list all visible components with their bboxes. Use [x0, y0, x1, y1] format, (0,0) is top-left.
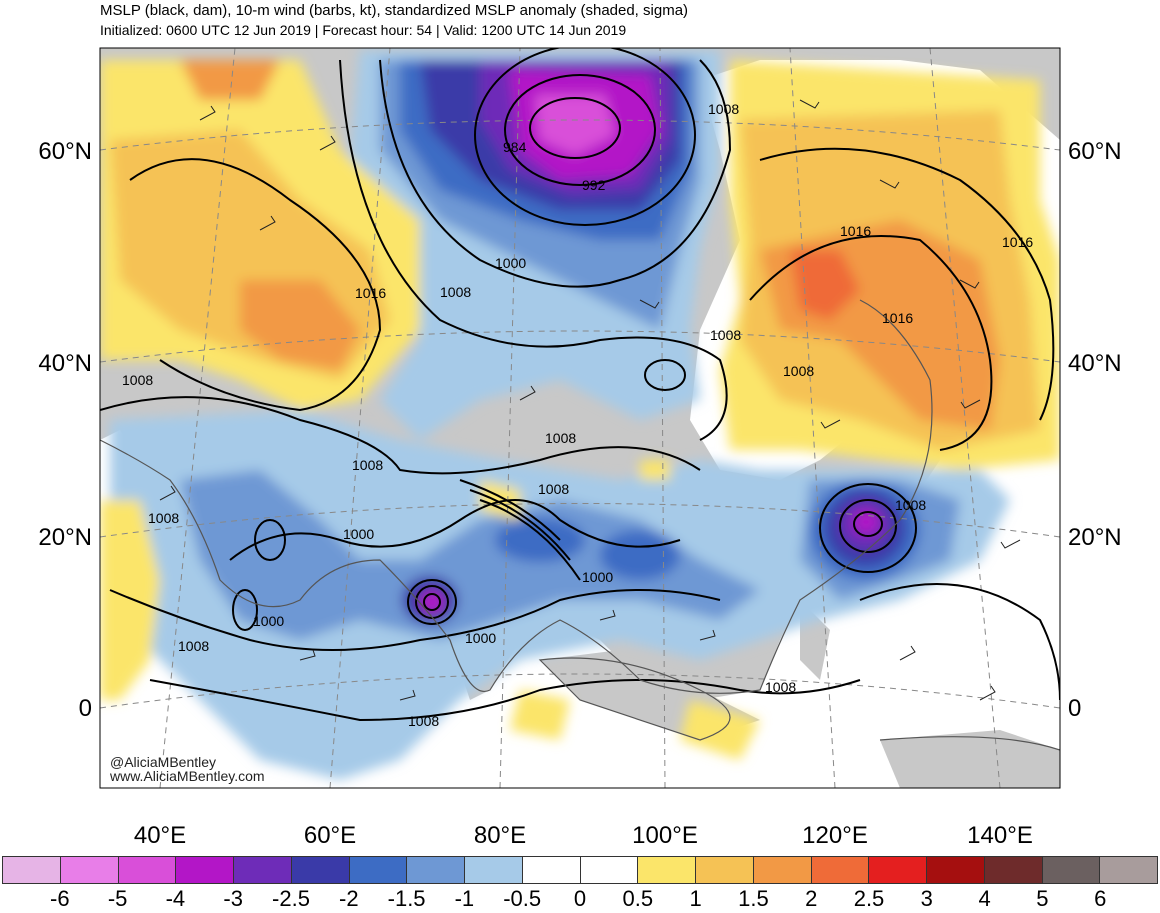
colorbar-box — [869, 857, 927, 883]
colorbar-tick-label: 2.5 — [853, 886, 885, 911]
contour-label-group: 1008 984 992 1000 1016 1008 1016 1008 10… — [122, 101, 1033, 729]
colorbar-box — [522, 857, 581, 883]
credit-site: www.AliciaMBentley.com — [110, 768, 265, 784]
colorbar-tick-label: -2 — [339, 886, 359, 911]
colorbar-box — [811, 857, 870, 883]
lat-label-right: 20°N — [1068, 524, 1122, 551]
lat-label-right: 40°N — [1068, 350, 1122, 377]
colorbar-box — [465, 857, 523, 883]
lon-label: 60°E — [303, 822, 357, 849]
contour-label: 1008 — [440, 284, 471, 300]
contour-label: 1016 — [355, 285, 386, 301]
contour-label: 1008 — [352, 457, 383, 473]
colorbar-tick-label: -0.5 — [503, 886, 542, 911]
contour-label: 1008 — [122, 372, 153, 388]
contour-label: 1008 — [895, 497, 926, 513]
colorbar-box — [927, 857, 985, 883]
contour-label: 1008 — [538, 481, 569, 497]
lat-label-left: 40°N — [38, 350, 92, 377]
wind-barbs — [159, 99, 1021, 701]
lon-label: 140°E — [967, 822, 1033, 849]
contour-label: 1008 — [178, 638, 209, 654]
contour-label: 1000 — [253, 613, 284, 629]
contour-label: 1016 — [1002, 234, 1033, 250]
colorbar-box — [3, 857, 61, 883]
contour-label: 1008 — [708, 101, 739, 117]
lon-label: 120°E — [802, 822, 868, 849]
colorbar-tick-label: 6 — [1094, 886, 1107, 911]
colorbar-box — [60, 857, 119, 883]
colorbar-box — [580, 857, 639, 883]
contour-label: 1008 — [710, 327, 741, 343]
colorbar-tick-label: 0 — [573, 886, 587, 911]
colorbar-tick-label: -6 — [50, 886, 70, 911]
colorbar-box — [753, 857, 812, 883]
contour-label: 1000 — [495, 255, 526, 271]
colorbar-tick-label: -1.5 — [387, 886, 426, 911]
colorbar-tick-label: -2.5 — [272, 886, 310, 911]
colorbar-tick-label: 3 — [920, 886, 933, 911]
colorbar-box — [638, 857, 696, 883]
colorbar-box — [1100, 857, 1157, 883]
coastlines — [100, 299, 1060, 751]
colorbar-box — [407, 857, 465, 883]
colorbar-box — [696, 857, 754, 883]
contour-label: 1016 — [882, 310, 913, 326]
lat-label-left: 0 — [78, 695, 92, 722]
anomaly-shading — [100, 50, 1060, 780]
colorbar-tick-label: 5 — [1036, 886, 1049, 911]
credit-handle: @AliciaMBentley — [110, 754, 217, 770]
colorbar-box — [176, 857, 234, 883]
contour-label: 1016 — [840, 223, 871, 239]
colorbar — [2, 856, 1158, 884]
colorbar-box — [1042, 857, 1101, 883]
lat-label-right: 60°N — [1068, 138, 1122, 165]
colorbar-tick-label: 1 — [689, 886, 702, 911]
colorbar-box — [984, 857, 1043, 883]
contour-label: 1000 — [582, 569, 613, 585]
colorbar-box — [291, 857, 350, 883]
lat-label-right: 0 — [1068, 695, 1082, 722]
colorbar-tick-label: -3 — [223, 886, 243, 911]
lat-label-left: 20°N — [38, 524, 92, 551]
colorbar-box — [118, 857, 177, 883]
contour-label: 1008 — [148, 510, 179, 526]
lon-label: 100°E — [632, 822, 698, 849]
colorbar-tick-label: -4 — [165, 886, 186, 911]
contour-label: 1008 — [408, 713, 439, 729]
contour-label: 992 — [582, 177, 606, 193]
lon-label: 40°E — [133, 822, 187, 849]
colorbar-tick-label: -1 — [454, 886, 475, 911]
mslp-contours — [100, 48, 1060, 722]
map-frame — [99, 47, 1061, 789]
map-title: MSLP (black, dam), 10-m wind (barbs, kt)… — [100, 2, 689, 19]
contour-label: 1008 — [765, 679, 796, 695]
lon-label: 80°E — [473, 822, 527, 849]
colorbar-tick-label: 4 — [978, 886, 991, 911]
contour-label: 1000 — [343, 526, 374, 542]
colorbar-box — [234, 857, 292, 883]
colorbar-tick-label: 2 — [805, 886, 818, 911]
lat-label-left: 60°N — [38, 138, 92, 165]
contour-label: 984 — [503, 139, 527, 155]
colorbar-box — [349, 857, 408, 883]
contour-label: 1000 — [465, 630, 496, 646]
map-subtitle: Initialized: 0600 UTC 12 Jun 2019 | Fore… — [100, 22, 627, 38]
contour-label: 1008 — [545, 430, 576, 446]
colorbar-tick-label: 1.5 — [738, 886, 769, 911]
contour-label: 1008 — [783, 363, 814, 379]
colorbar-tick-label: 0.5 — [622, 886, 654, 911]
colorbar-tick-label: -5 — [107, 886, 128, 911]
